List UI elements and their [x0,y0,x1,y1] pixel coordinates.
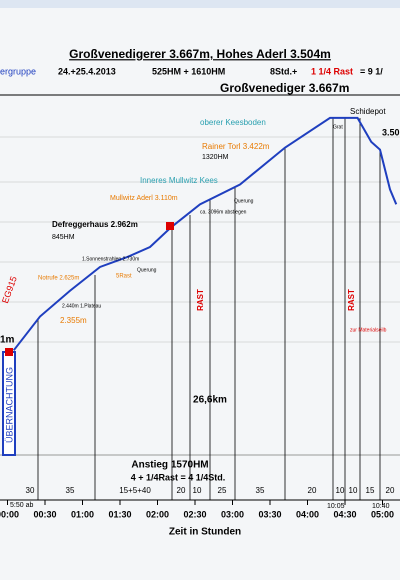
annotation: Mullwitz Aderl 3.110m [110,195,178,202]
subtitle: Großvenediger 3.667m [220,81,349,95]
x-tick-label: 04:00 [296,509,319,519]
annotation: Rainer Torl 3.422m [202,142,270,151]
annotation: 845HM [52,234,75,241]
annotation: Schidepot [350,107,386,116]
annotation: 5Rast [116,274,132,280]
annotation: RAST [196,289,205,311]
annotation: 10:40 [372,503,390,510]
annotation: 10:05 [327,503,345,510]
annotation: ca. 3096m abstiegen [200,209,247,215]
annotation: 26,6km [193,395,227,406]
annotation: 2.355m [60,316,87,325]
annotation: 5:50 ab [10,502,33,509]
segment-label: 35 [256,486,265,495]
annotation: Inneres Mullwitz Kees [140,176,218,185]
x-tick-label: 00:30 [33,509,56,519]
annotation: Defreggerhaus 2.962m [52,220,138,229]
annotation: 2.440m 1.Plateau [62,303,101,309]
annotation: Grat [333,124,343,130]
annotation: zur Materialseilb [350,327,387,333]
annotation: 3.50 [382,127,400,137]
segment-label: 10 [349,486,358,495]
profile-line [12,116,398,351]
annotation: 1320HM [202,154,229,161]
start-marker [5,348,13,356]
x-tick-label: 04:30 [333,509,356,519]
info: 8Std.+ [270,66,297,76]
annotation: RAST [347,289,356,311]
rest-lines [37,118,381,500]
x-tick-label: 02:00 [146,509,169,519]
x-tick-label: 03:00 [221,509,244,519]
chart-title: Großvenedigerer 3.667m, Hohes Aderl 3.50… [69,47,331,61]
segment-label: 20 [386,486,395,495]
info: = 9 1/ [360,66,383,76]
annotation: Querung [137,267,157,273]
segment-label: 20 [308,486,317,495]
annotation: 1m [0,335,15,346]
x-tick-label: 00:00 [0,509,19,519]
x-tick-label: 05:00 [371,509,394,519]
annotation: 4 + 1/4Rast = 4 1/4Std. [131,472,226,482]
info: 1 1/4 Rast [311,66,353,76]
info: 24.+25.4.2013 [58,66,116,76]
info: 525HM + 1610HM [152,66,225,76]
x-tick-label: 02:30 [183,509,206,519]
x-tick-label: 03:30 [258,509,281,519]
x-tick-label: 01:30 [108,509,131,519]
segment-label: 10 [193,486,202,495]
annotation: oberer Keesboden [200,118,266,127]
segment-label: 25 [218,486,227,495]
annotation: Notrufe 2.625m [38,276,79,282]
annotation: Anstieg 1570HM [131,460,208,471]
segment-label: 35 [66,486,75,495]
annotation: 1.Sonnenstrahlen 2.730m [82,256,139,262]
segment-label: 10 [336,486,345,495]
segment-label: 15 [366,486,375,495]
info: ergruppe [0,66,36,76]
segment-label: 20 [177,486,186,495]
segment-label: 30 [26,486,35,495]
x-tick-label: 01:00 [71,509,94,519]
segment-label: 15+5+40 [119,486,151,495]
header-strip [0,0,400,8]
annotation: ÜBERNACHTUNG [4,367,14,443]
hut-marker [166,222,174,230]
x-label: Zeit in Stunden [169,527,241,538]
annotation: Querung [234,198,254,204]
